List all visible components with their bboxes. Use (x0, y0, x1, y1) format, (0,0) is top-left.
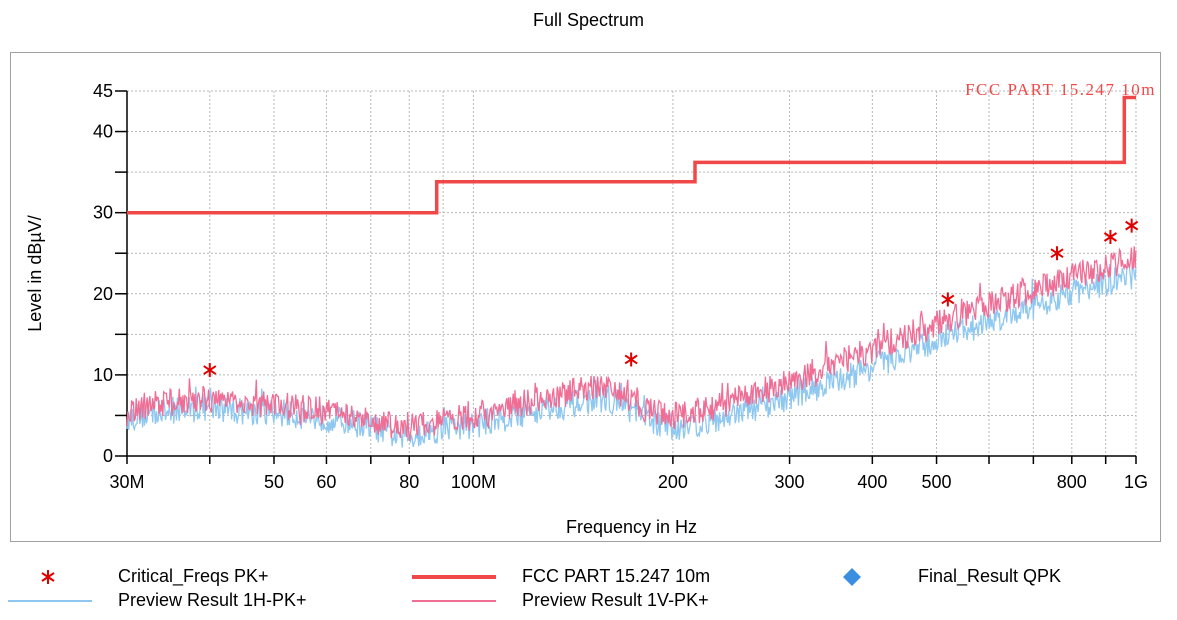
x-tick-label: 50 (264, 472, 284, 492)
critical-freqs-marker-icon (41, 570, 55, 584)
preview-h-line-swatch (8, 600, 92, 602)
x-tick-label: 800 (1057, 472, 1087, 492)
limit-line (127, 95, 1136, 215)
chart-title: Full Spectrum (532, 10, 645, 30)
critical-freq-marker (1050, 246, 1064, 261)
critical-freq-marker (624, 352, 638, 367)
limit-line-swatch (412, 575, 496, 579)
series-preview-1v (126, 246, 1137, 441)
x-tick-label: 30M (109, 472, 144, 492)
limit-line-label: FCC PART 15.247 10m (965, 80, 1156, 99)
legend-final-result: Final_Result QPK (918, 566, 1062, 586)
legend-limit-line: FCC PART 15.247 10m (522, 566, 711, 586)
spectrum-chart: 0 10 20 30 40 45 30M 50 60 80 100M 200 300 400 500 800 1… (25, 80, 1156, 537)
x-tick-label: 300 (775, 472, 805, 492)
series-preview-1h (126, 262, 1137, 448)
y-tick-label: 0 (103, 446, 113, 466)
x-tick-label: 400 (857, 472, 887, 492)
legend-critical-freqs: Critical_Freqs PK+ (118, 566, 269, 586)
critical-freq-marker (1103, 230, 1117, 244)
x-tick-label: 100M (451, 472, 496, 492)
legend-preview-v: Preview Result 1V-PK+ (522, 590, 709, 610)
x-tick-label: 200 (658, 472, 688, 492)
legend-preview-h: Preview Result 1H-PK+ (118, 590, 307, 610)
plot-frame: 0 10 20 30 40 45 30M 50 60 80 100M 200 300 400 500 800 1… (10, 52, 1161, 542)
preview-v-line-swatch (412, 600, 496, 602)
final-result-diamond-icon (843, 568, 861, 586)
x-tick-label: 500 (922, 472, 952, 492)
y-tick-label: 45 (93, 81, 113, 101)
y-tick-label: 10 (93, 365, 113, 385)
x-tick-label: 1G (1124, 472, 1148, 492)
y-tick-label: 20 (93, 284, 113, 304)
x-axis-label: Frequency in Hz (566, 517, 697, 537)
critical-freq-marker (203, 363, 217, 378)
y-axis-label: Level in dBµV/ (25, 215, 45, 331)
y-tick-label: 30 (93, 203, 113, 223)
y-tick-label: 40 (93, 122, 113, 142)
x-tick-label: 80 (399, 472, 419, 492)
critical-freq-marker (1125, 218, 1139, 233)
critical-freq-marker (941, 292, 955, 307)
x-tick-label: 60 (316, 472, 336, 492)
